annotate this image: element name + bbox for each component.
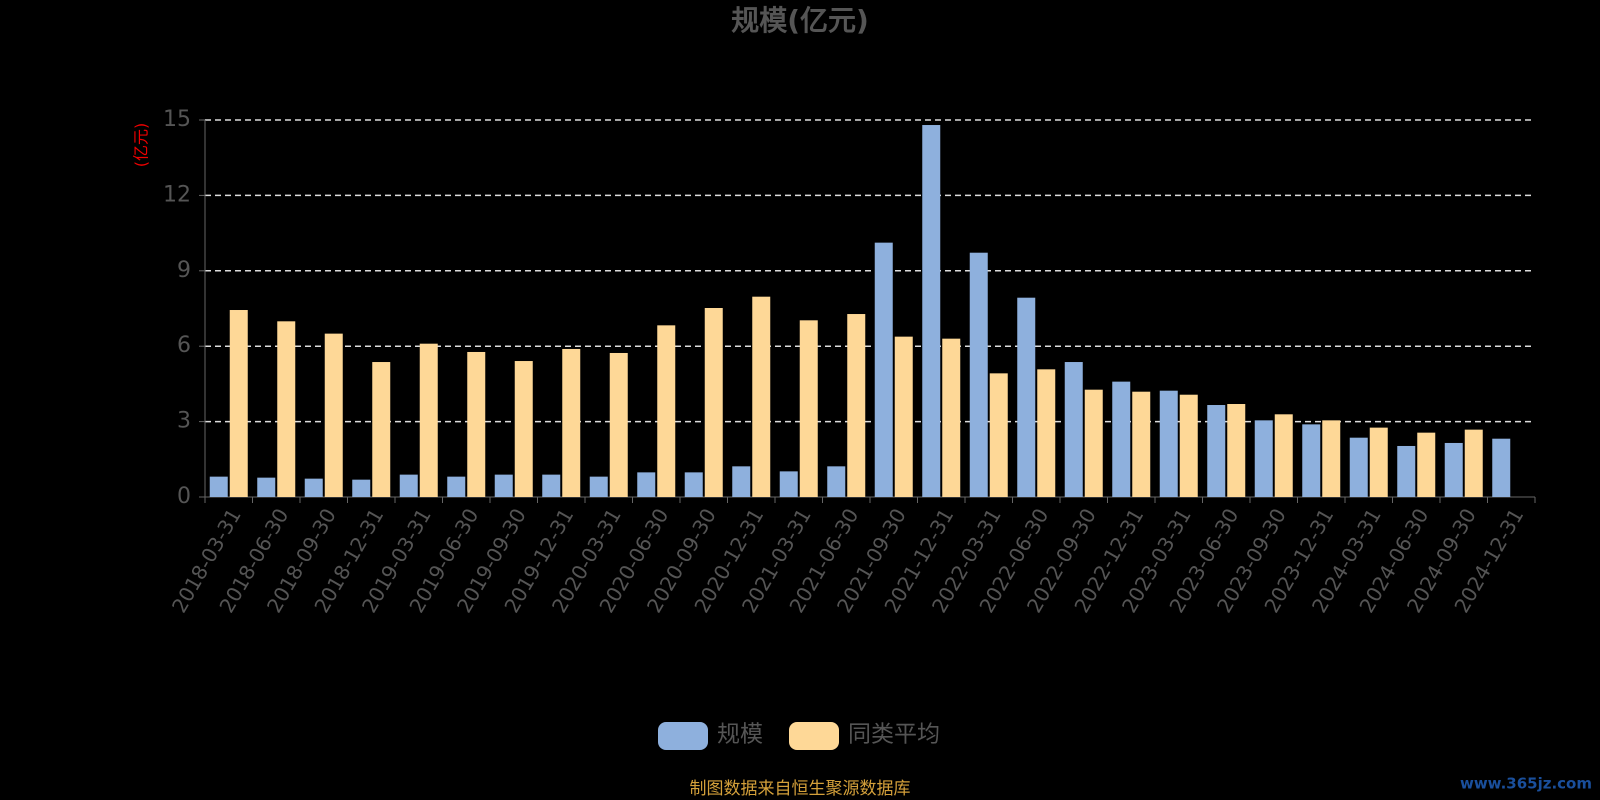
y-tick-label: 9 [177,258,191,283]
bar [399,474,418,497]
bar [684,472,703,497]
bar [1254,420,1273,497]
legend-label: 同类平均 [848,722,940,748]
legend-swatch [658,722,708,750]
bar [494,474,513,497]
chart-title: 规模(亿元) [731,4,869,37]
bar [277,321,296,497]
bar [352,479,371,497]
bar [419,343,438,497]
y-tick-label: 0 [177,484,191,509]
y-tick-label: 12 [163,182,191,207]
bar [209,476,228,497]
bar [562,348,581,497]
bar [922,125,941,497]
legend-label: 规模 [717,722,763,748]
watermark: www.365jz.com [1460,775,1592,793]
bar [467,351,486,497]
bar [799,320,818,497]
bar [1369,427,1388,497]
bar [514,361,533,497]
bar [779,471,798,497]
bar [894,336,913,497]
bar [1064,362,1083,497]
bar [637,472,656,497]
bar [1444,442,1463,497]
bar [257,477,276,497]
bar [1207,405,1226,497]
bar [1492,438,1511,497]
bar [589,476,608,497]
bar [1397,445,1416,497]
bar [1417,432,1436,497]
y-unit: (亿元) [132,123,151,168]
bar [752,296,771,497]
bar [1349,437,1368,497]
bar [847,314,866,497]
y-tick-label: 15 [163,107,191,132]
y-tick-label: 6 [177,333,191,358]
bar [1084,389,1103,497]
bar [229,310,248,497]
bar [304,478,323,497]
bar [1322,420,1341,497]
bar [1159,390,1178,497]
bar [1464,429,1483,497]
bar [1227,404,1246,497]
bar [447,476,466,497]
bar [1112,381,1131,497]
bar [1132,391,1151,497]
bar [1302,424,1321,497]
bar [1037,369,1056,497]
bar [372,362,391,497]
bar [969,252,988,497]
bar [324,333,343,497]
bar [827,466,846,497]
bar [874,242,893,497]
bar [1274,414,1293,497]
bar [732,466,751,497]
bar [942,338,961,497]
bar [657,325,676,497]
bar [704,307,723,497]
bar [609,352,628,497]
bar [989,373,1008,497]
bar [542,474,561,497]
source-note: 制图数据来自恒生聚源数据库 [690,779,911,799]
bar [1179,394,1198,497]
bar [1017,297,1036,497]
legend-swatch [789,722,839,750]
y-tick-label: 3 [177,409,191,434]
